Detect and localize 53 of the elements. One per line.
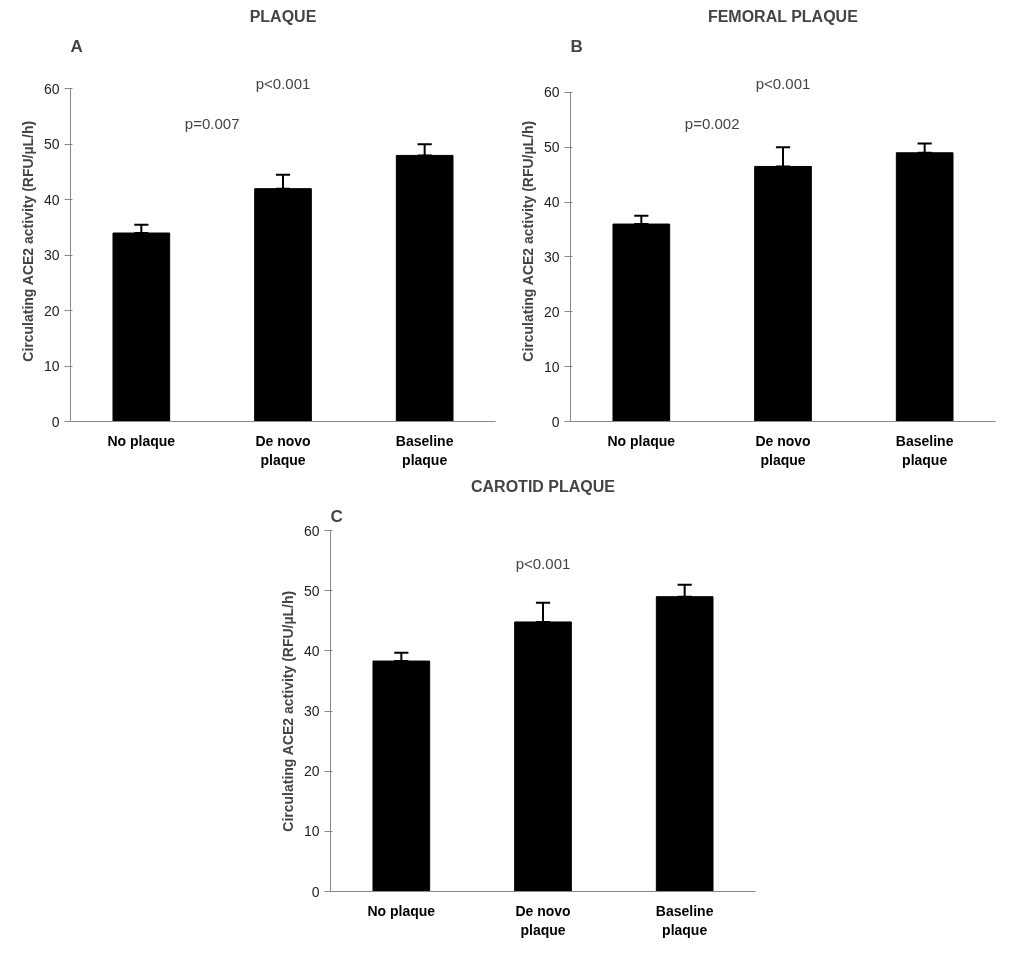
x-tick-label: No plaque [107,432,176,449]
y-tick-label: 50 [43,136,60,153]
bar [895,152,954,422]
y-tick-label: 20 [303,763,320,780]
y-tick-label: 40 [43,191,60,208]
y-tick-label: 30 [543,248,560,265]
y-axis-title: Circulating ACE2 activity (RFU/µL/h) [279,590,296,832]
chart-title: PLAQUE [249,7,317,25]
y-tick-label: 30 [303,703,320,719]
x-tick-label: De novo plaque [255,432,311,468]
bar [612,223,671,422]
bar [395,154,454,422]
x-tick-label: No plaque [607,432,676,449]
y-tick-label: 50 [543,139,560,156]
y-axis-title: Circulating ACE2 activity (RFU/µL/h) [19,120,36,362]
y-tick-label: 50 [303,582,320,599]
annotation: p<0.001 [515,554,571,572]
bar [254,188,312,422]
y-tick-label: 40 [303,642,320,659]
annotation: p<0.001 [255,75,311,93]
y-tick-label: 60 [543,84,560,101]
text: B [570,36,583,56]
bar [655,596,714,892]
y-tick-label: 40 [543,194,560,211]
y-tick-label: 0 [51,413,60,430]
y-tick-label: 20 [543,303,560,320]
bar [372,660,431,892]
y-tick-label: 0 [551,413,560,430]
text: p<0.001 [755,75,811,93]
x-tick-label: No plaque [367,902,436,919]
x-tick-label: De novo plaque [515,902,571,938]
y-tick-label: 60 [303,522,320,539]
x-tick-label: Baseline plaque [655,902,714,938]
y-tick-label: 10 [43,358,60,375]
x-tick-label: Baseline plaque [395,432,454,468]
y-tick-label: 0 [311,883,320,900]
y-axis-title: Circulating ACE2 activity (RFU/µL/h) [519,120,536,362]
text: C [330,506,343,526]
annotation: p=0.007 [184,115,240,133]
bar [112,232,171,422]
x-tick-label: De novo plaque [755,432,811,468]
chart-title: CAROTID PLAQUE [471,477,616,495]
y-tick-label: 10 [303,823,320,840]
y-tick-label: 60 [43,80,60,97]
chart-title: FEMORAL PLAQUE [707,7,859,25]
text: A [70,36,83,56]
annotation: p=0.002 [684,114,740,132]
bar [514,621,572,892]
x-tick-label: Baseline plaque [895,432,954,468]
bar [754,165,812,422]
y-tick-label: 10 [543,358,560,375]
y-tick-label: 30 [43,247,60,264]
y-tick-label: 20 [43,302,60,319]
